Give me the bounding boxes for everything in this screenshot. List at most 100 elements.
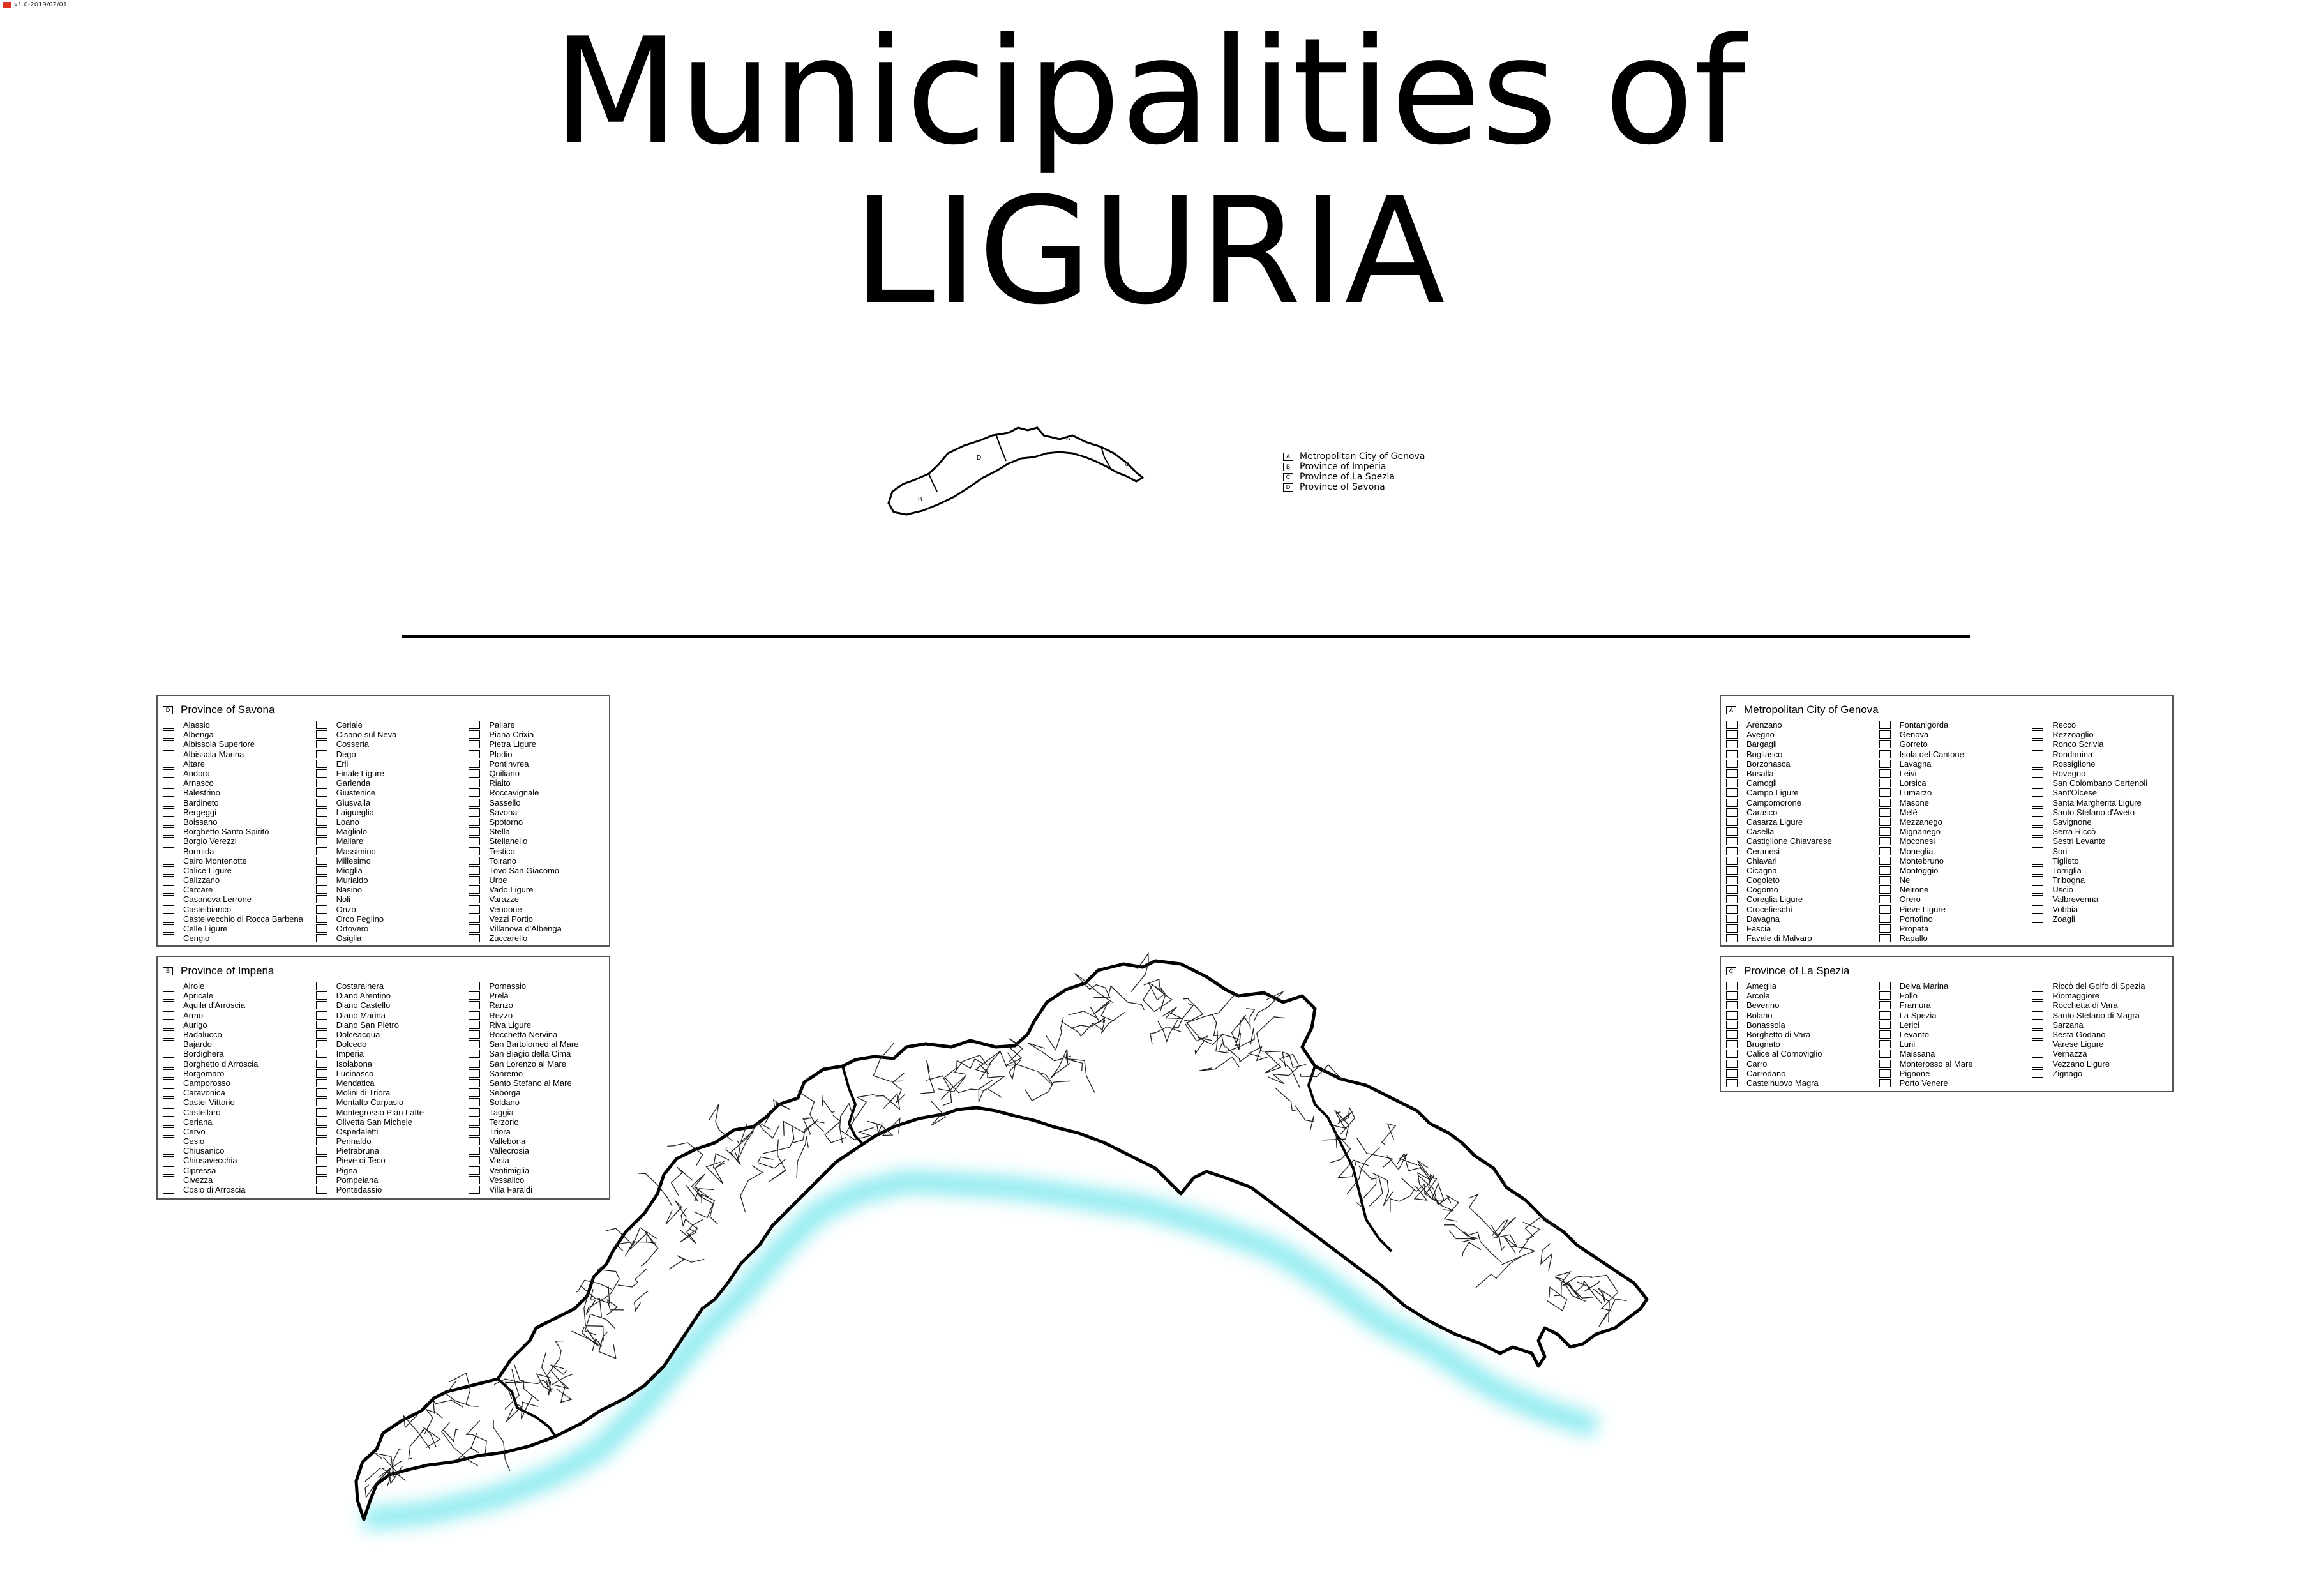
municipality-item[interactable]: Pieve Ligure [1879, 905, 2032, 914]
municipality-item[interactable]: Busalla [1726, 769, 1879, 778]
municipality-checkbox[interactable] [1726, 798, 1738, 807]
municipality-checkbox[interactable] [315, 1020, 327, 1029]
municipality-checkbox[interactable] [469, 1040, 481, 1049]
municipality-checkbox[interactable] [1726, 876, 1738, 885]
municipality-checkbox[interactable] [315, 1147, 327, 1156]
municipality-checkbox[interactable] [469, 740, 481, 749]
municipality-checkbox[interactable] [469, 769, 481, 778]
municipality-checkbox[interactable] [163, 1186, 174, 1194]
municipality-checkbox[interactable] [163, 885, 174, 894]
municipality-item[interactable]: Cengio [163, 933, 316, 943]
municipality-item[interactable]: Cisano sul Neva [315, 730, 469, 739]
municipality-checkbox[interactable] [469, 837, 481, 846]
municipality-checkbox[interactable] [2032, 779, 2044, 788]
municipality-item[interactable]: Ameglia [1726, 981, 1879, 991]
municipality-checkbox[interactable] [163, 1127, 174, 1136]
municipality-item[interactable]: Giusvalla [315, 798, 469, 808]
municipality-item[interactable]: Cipressa [163, 1166, 316, 1175]
municipality-checkbox[interactable] [1726, 1050, 1738, 1058]
municipality-item[interactable]: Pieve di Teco [315, 1156, 469, 1165]
municipality-item[interactable]: Bordighera [163, 1049, 316, 1058]
municipality-item[interactable]: Carasco [1726, 808, 1879, 817]
municipality-checkbox[interactable] [469, 866, 481, 875]
municipality-checkbox[interactable] [315, 1078, 327, 1087]
municipality-item[interactable]: Cicagna [1726, 866, 1879, 875]
municipality-checkbox[interactable] [469, 1098, 481, 1107]
municipality-item[interactable]: Vallebona [469, 1136, 609, 1146]
municipality-item[interactable]: Campo Ligure [1726, 788, 1879, 797]
municipality-item[interactable]: Riccò del Golfo di Spezia [2032, 981, 2172, 991]
municipality-checkbox[interactable] [163, 817, 174, 826]
municipality-item[interactable]: Castiglione Chiavarese [1726, 836, 1879, 846]
municipality-checkbox[interactable] [2032, 1030, 2044, 1039]
municipality-checkbox[interactable] [469, 779, 481, 788]
municipality-checkbox[interactable] [1726, 730, 1738, 739]
municipality-checkbox[interactable] [1726, 1069, 1738, 1078]
municipality-checkbox[interactable] [469, 991, 481, 1000]
municipality-item[interactable]: Calice al Cornoviglio [1726, 1049, 1879, 1058]
municipality-checkbox[interactable] [163, 1001, 174, 1010]
municipality-checkbox[interactable] [1879, 982, 1891, 991]
municipality-item[interactable]: Arcola [1726, 991, 1879, 1000]
municipality-checkbox[interactable] [2032, 895, 2044, 904]
municipality-checkbox[interactable] [2032, 730, 2044, 739]
municipality-checkbox[interactable] [469, 924, 481, 933]
municipality-checkbox[interactable] [163, 934, 174, 943]
municipality-item[interactable]: Laigueglia [315, 808, 469, 817]
municipality-item[interactable]: Tovo San Giacomo [469, 866, 609, 875]
municipality-checkbox[interactable] [469, 856, 481, 865]
municipality-checkbox[interactable] [469, 1186, 481, 1194]
municipality-item[interactable]: Sesta Godano [2032, 1030, 2172, 1039]
municipality-checkbox[interactable] [2032, 788, 2044, 797]
municipality-item[interactable]: Balestrino [163, 788, 316, 797]
municipality-item[interactable]: Diano Castello [315, 1000, 469, 1010]
municipality-checkbox[interactable] [163, 1030, 174, 1039]
municipality-item[interactable]: Vendone [469, 905, 609, 914]
municipality-item[interactable]: Luni [1879, 1039, 2032, 1049]
municipality-item[interactable]: Ceranesi [1726, 846, 1879, 856]
municipality-item[interactable]: Molini di Triora [315, 1088, 469, 1097]
municipality-item[interactable]: Bajardo [163, 1039, 316, 1049]
municipality-checkbox[interactable] [163, 895, 174, 904]
municipality-checkbox[interactable] [469, 1030, 481, 1039]
municipality-checkbox[interactable] [469, 1127, 481, 1136]
municipality-checkbox[interactable] [1879, 740, 1891, 749]
municipality-checkbox[interactable] [315, 847, 327, 855]
municipality-item[interactable]: Aurigo [163, 1020, 316, 1030]
municipality-checkbox[interactable] [163, 827, 174, 836]
municipality-checkbox[interactable] [1726, 759, 1738, 768]
municipality-item[interactable]: Borghetto d'Arroscia [163, 1059, 316, 1069]
municipality-item[interactable]: Diano Arentino [315, 991, 469, 1000]
municipality-checkbox[interactable] [469, 1166, 481, 1175]
municipality-checkbox[interactable] [2032, 817, 2044, 826]
municipality-checkbox[interactable] [315, 1030, 327, 1039]
municipality-item[interactable]: Favale di Malvaro [1726, 933, 1879, 943]
municipality-checkbox[interactable] [315, 924, 327, 933]
municipality-item[interactable]: Urbe [469, 875, 609, 885]
municipality-checkbox[interactable] [1879, 837, 1891, 846]
municipality-checkbox[interactable] [469, 847, 481, 855]
municipality-item[interactable]: Monterosso al Mare [1879, 1059, 2032, 1069]
municipality-item[interactable]: Pornassio [469, 981, 609, 991]
municipality-item[interactable]: Rapallo [1879, 933, 2032, 943]
municipality-checkbox[interactable] [163, 1175, 174, 1184]
municipality-item[interactable]: Rocchetta di Vara [2032, 1000, 2172, 1010]
municipality-checkbox[interactable] [163, 1078, 174, 1087]
municipality-checkbox[interactable] [2032, 914, 2044, 923]
municipality-item[interactable]: Garlenda [315, 778, 469, 788]
municipality-item[interactable]: Lorsica [1879, 778, 2032, 788]
municipality-item[interactable]: Murialdo [315, 875, 469, 885]
municipality-item[interactable]: Quiliano [469, 769, 609, 778]
municipality-item[interactable]: Altare [163, 759, 316, 769]
municipality-checkbox[interactable] [315, 1069, 327, 1078]
municipality-item[interactable]: Toirano [469, 856, 609, 866]
municipality-checkbox[interactable] [163, 905, 174, 914]
municipality-item[interactable]: Rondanina [2032, 749, 2172, 759]
municipality-item[interactable]: Plodio [469, 749, 609, 759]
municipality-item[interactable]: Moneglia [1879, 846, 2032, 856]
municipality-checkbox[interactable] [315, 982, 327, 991]
municipality-item[interactable]: Crocefieschi [1726, 905, 1879, 914]
municipality-checkbox[interactable] [163, 924, 174, 933]
municipality-item[interactable]: Framura [1879, 1000, 2032, 1010]
municipality-checkbox[interactable] [1726, 808, 1738, 817]
